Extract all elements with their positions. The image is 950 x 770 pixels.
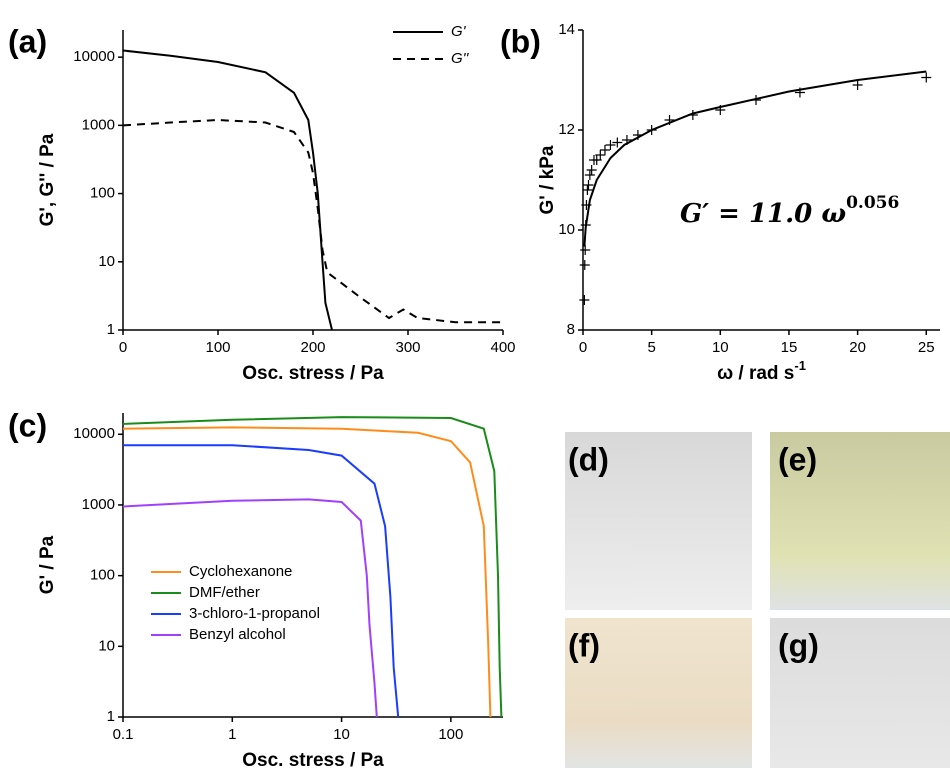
marker [584, 170, 595, 180]
x-tick-label: 15 [781, 339, 798, 356]
panel-label: (a) [8, 23, 47, 59]
y-tick-label: 10 [558, 221, 575, 238]
y-tick-label: 100 [90, 567, 115, 584]
y-axis-label: G' / Pa [37, 535, 58, 594]
x-tick-label: 100 [438, 726, 463, 743]
marker [595, 150, 606, 160]
photo [770, 618, 950, 768]
x-axis-label-text: ω / rad s [717, 363, 794, 384]
marker [646, 125, 657, 135]
marker [687, 110, 698, 120]
x-tick-label: 1 [228, 726, 236, 743]
series-line [122, 498, 378, 718]
photo-label: (d) [568, 441, 609, 477]
x-tick-label: 200 [300, 339, 325, 356]
legend-label: 3-chloro-1-propanol [189, 605, 320, 622]
legend-label: DMF/ether [189, 584, 260, 601]
annotation: G′ = 11.0 ω0.056 [680, 193, 899, 230]
y-tick-label: 12 [558, 121, 575, 138]
marker [605, 140, 616, 150]
x-tick-label: 5 [647, 339, 655, 356]
photo-label: (e) [778, 441, 817, 477]
y-axis-label: G', G'' / Pa [37, 133, 58, 226]
photo-label: (g) [778, 627, 819, 663]
x-tick-label: 25 [918, 339, 935, 356]
marker [586, 165, 597, 175]
marker [582, 185, 593, 195]
series-line [122, 426, 492, 718]
marker [715, 105, 726, 115]
marker [583, 180, 594, 190]
x-tick-label: 20 [849, 339, 866, 356]
marker [921, 72, 932, 83]
marker [632, 130, 643, 140]
y-tick-label: 1000 [82, 496, 115, 513]
x-tick-label: 0 [119, 339, 127, 356]
series-line [122, 416, 503, 718]
x-tick-label: 0 [579, 339, 587, 356]
x-tick-label: 400 [490, 339, 515, 356]
panel-label: (c) [8, 407, 47, 443]
series-line [122, 118, 503, 324]
photo [770, 432, 950, 610]
x-axis-label-sup: -1 [794, 358, 806, 373]
y-tick-label: 1000 [82, 116, 115, 133]
marker [580, 245, 591, 255]
legend-label: G'' [451, 50, 470, 67]
photo-label: (f) [568, 627, 600, 663]
x-tick-label: 300 [395, 339, 420, 356]
x-axis-label: Osc. stress / Pa [242, 750, 384, 770]
x-tick-label: 100 [205, 339, 230, 356]
marker [579, 260, 590, 270]
marker [581, 200, 592, 210]
series-line [123, 444, 400, 718]
marker [621, 135, 632, 145]
photo [565, 618, 752, 768]
marker [580, 220, 591, 230]
y-tick-label: 1 [107, 708, 115, 725]
y-tick-label: 10000 [73, 425, 115, 442]
y-tick-label: 8 [567, 321, 575, 338]
x-axis-label-text: Osc. stress / Pa [242, 363, 384, 384]
marker [664, 115, 675, 125]
y-axis-label: G' / kPa [537, 145, 558, 214]
legend-label: Benzyl alcohol [189, 626, 286, 643]
legend-label: Cyclohexanone [189, 563, 292, 580]
panel-label: (b) [500, 23, 541, 59]
marker [612, 137, 623, 148]
y-tick-label: 10 [98, 637, 115, 654]
photo [565, 432, 752, 610]
legend-label: G' [451, 23, 467, 40]
annotation-sup: 0.056 [846, 193, 899, 213]
x-axis-label: Osc. stress / Pa [242, 363, 384, 384]
marker [852, 80, 863, 90]
x-tick-label: 10 [333, 726, 350, 743]
marker [599, 145, 610, 155]
x-tick-label: 10 [712, 339, 729, 356]
marker [579, 295, 590, 305]
x-axis-label: ω / rad s-1 [717, 358, 806, 384]
annotation-text: G′ = 11.0 ω [680, 199, 846, 229]
x-tick-label: 0.1 [113, 726, 134, 743]
y-tick-label: 14 [558, 21, 575, 38]
marker [751, 95, 762, 105]
y-tick-label: 100 [90, 185, 115, 202]
y-tick-label: 1 [107, 321, 115, 338]
y-tick-label: 10 [98, 253, 115, 270]
y-tick-label: 10000 [73, 48, 115, 65]
series-line [122, 49, 333, 331]
x-axis-label-text: Osc. stress / Pa [242, 750, 384, 770]
marker [794, 87, 805, 98]
